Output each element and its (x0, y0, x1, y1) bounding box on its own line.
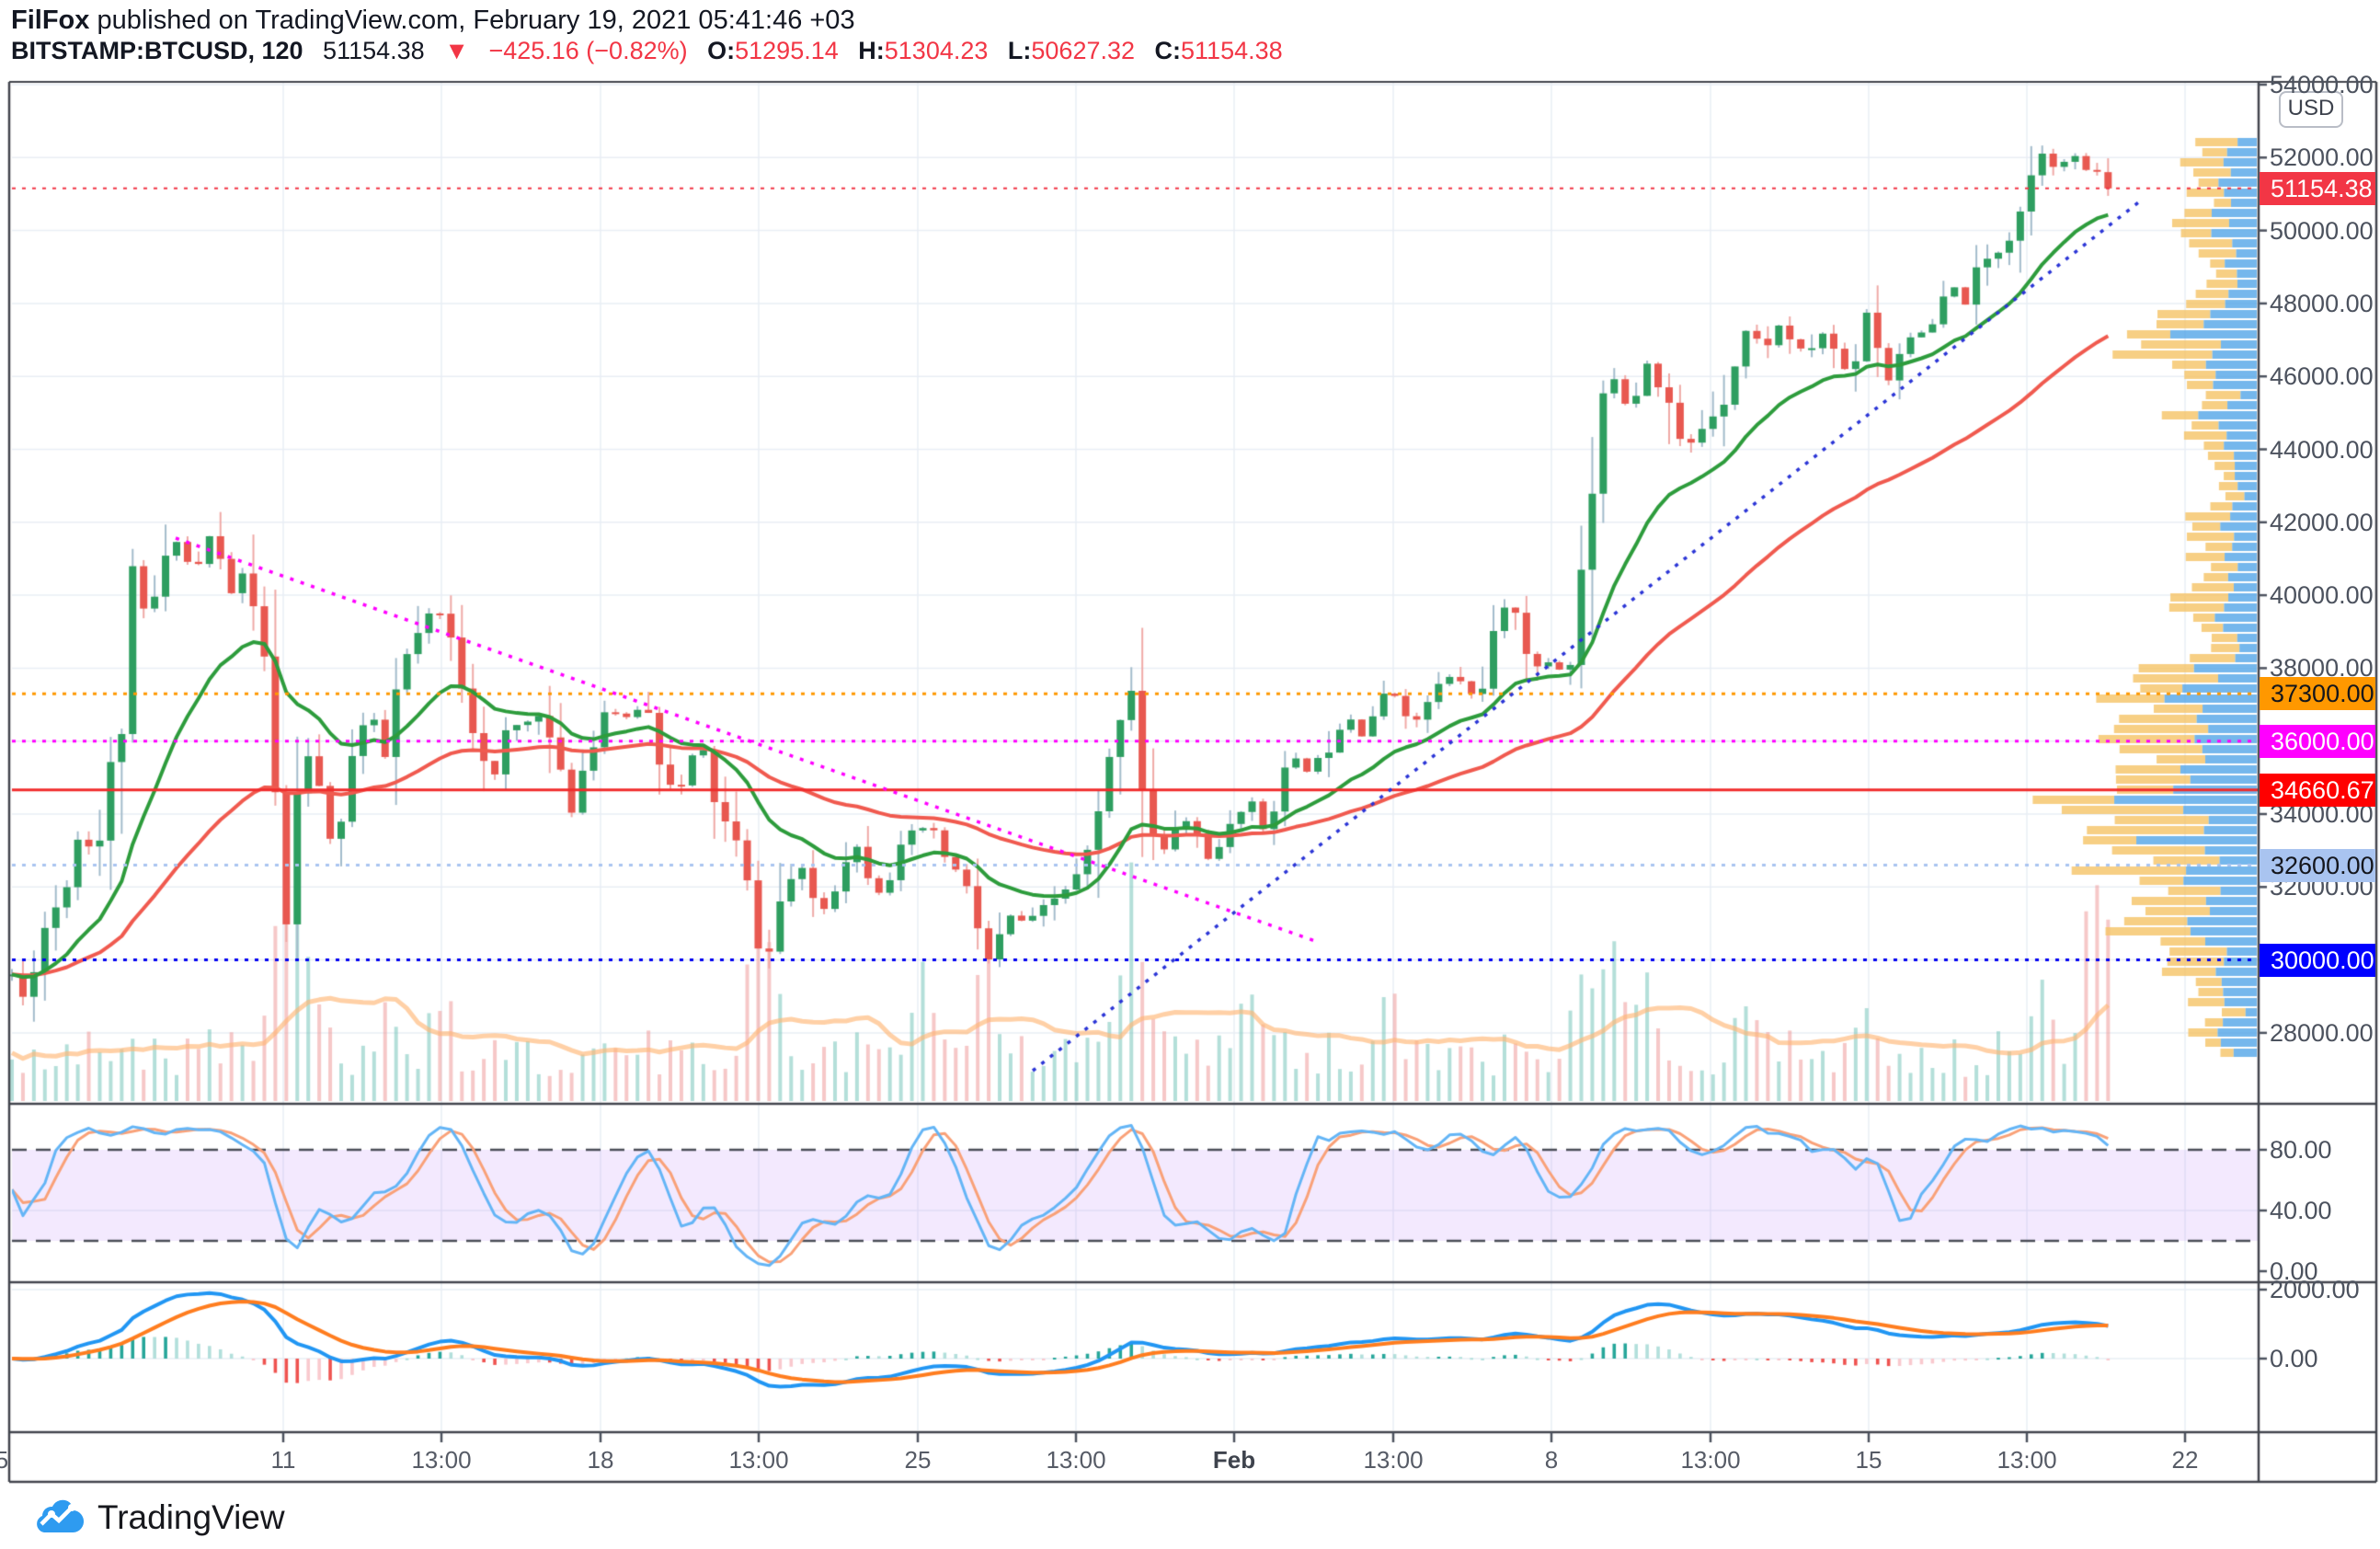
macd-axis-label: 2000.00 (2270, 1276, 2360, 1303)
time-label: 11 (270, 1446, 296, 1474)
tradingview-logo[interactable]: TradingView (31, 1496, 285, 1539)
time-axis[interactable] (0, 1432, 2259, 1482)
time-label: 15 (1855, 1446, 1882, 1474)
time-label: 5 (0, 1446, 9, 1474)
stoch-axis-label: 0.00 (2270, 1257, 2318, 1285)
price-tag: 34660.67 (2260, 773, 2375, 807)
price-tag: 36000.00 (2260, 724, 2375, 758)
time-label: 13:00 (1363, 1446, 1424, 1474)
macd-axis-label: 0.00 (2270, 1345, 2318, 1372)
time-label: 18 (587, 1446, 614, 1474)
tradingview-cloud-icon (31, 1496, 85, 1539)
price-tag: 51154.38 (2260, 171, 2375, 205)
time-label: Feb (1212, 1446, 1256, 1474)
price-tick: 40000.00 (2270, 581, 2374, 610)
tradingview-logo-text: TradingView (97, 1497, 285, 1536)
price-tick: 52000.00 (2270, 143, 2374, 172)
stoch-axis-label: 80.00 (2270, 1136, 2332, 1164)
currency-toggle-button[interactable]: USD (2279, 91, 2343, 128)
time-label: 13:00 (1997, 1446, 2057, 1474)
price-tick: 50000.00 (2270, 216, 2374, 245)
time-label: 13:00 (1046, 1446, 1106, 1474)
price-tag: 32600.00 (2260, 848, 2375, 882)
price-tag: 30000.00 (2260, 943, 2375, 977)
time-label: 13:00 (1680, 1446, 1741, 1474)
price-tick: 48000.00 (2270, 289, 2374, 317)
price-tick: 54000.00 (2270, 71, 2374, 98)
time-label: 13:00 (411, 1446, 472, 1474)
time-label: 22 (2171, 1446, 2199, 1474)
price-tick: 28000.00 (2270, 1018, 2374, 1047)
price-tag: 37300.00 (2260, 677, 2375, 711)
time-label: 25 (904, 1446, 932, 1474)
time-label: 13:00 (728, 1446, 789, 1474)
price-tick: 42000.00 (2270, 508, 2374, 536)
price-tick: 46000.00 (2270, 362, 2374, 391)
stoch-axis-label: 40.00 (2270, 1197, 2332, 1224)
time-label: 8 (1544, 1446, 1559, 1474)
price-tick: 44000.00 (2270, 435, 2374, 464)
